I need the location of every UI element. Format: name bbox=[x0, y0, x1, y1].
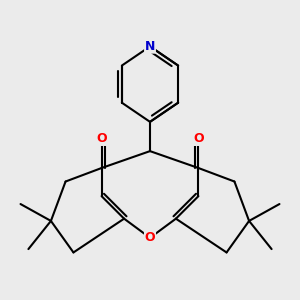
Text: O: O bbox=[193, 132, 204, 145]
Text: O: O bbox=[96, 132, 107, 145]
Text: O: O bbox=[145, 231, 155, 244]
Text: N: N bbox=[145, 40, 155, 53]
